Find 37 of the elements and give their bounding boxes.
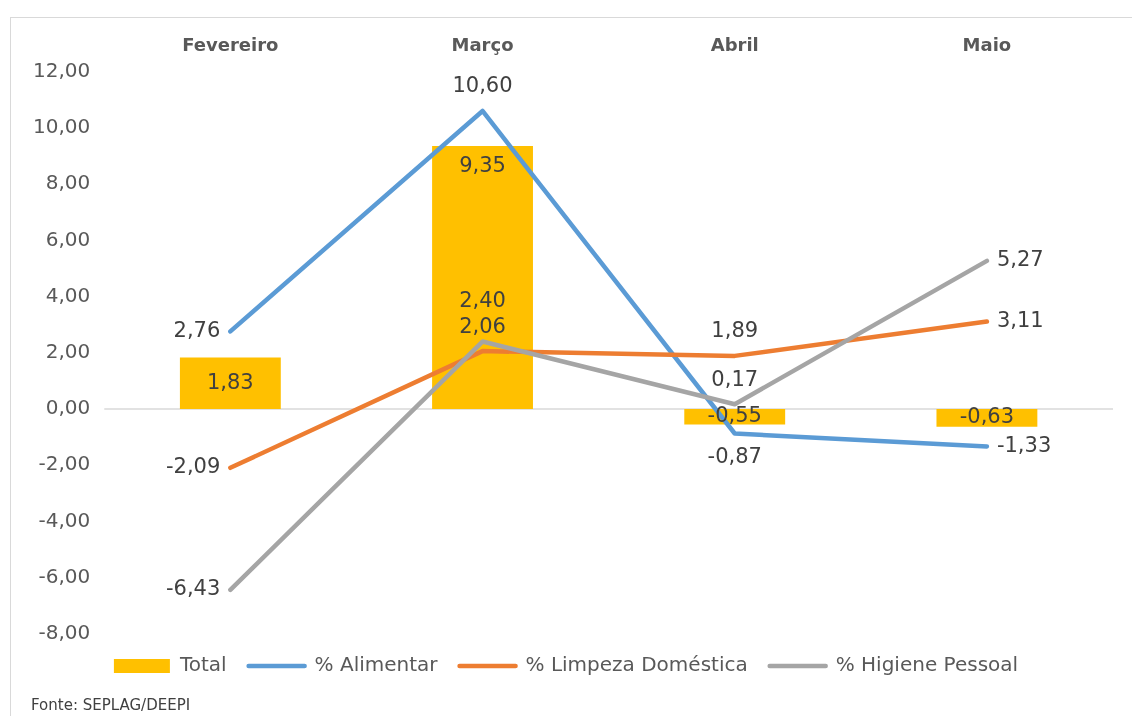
y-tick-label: 2,00 — [45, 339, 91, 363]
y-tick-label: 0,00 — [45, 395, 91, 420]
y-tick-label: 10,00 — [32, 114, 91, 139]
data-label: 10,60 — [452, 73, 513, 98]
source-note: Fonte: SEPLAG/DEEPI — [31, 696, 191, 714]
y-tick-label: -4,00 — [38, 507, 91, 532]
data-label: 2,40 — [459, 288, 506, 313]
data-label: -0,87 — [707, 443, 762, 468]
x-tick-label: Abril — [710, 34, 759, 56]
bar — [432, 146, 533, 410]
y-tick-label: 6,00 — [45, 226, 91, 251]
data-label: -2,09 — [166, 454, 221, 479]
x-tick-label: Fevereiro — [182, 34, 279, 56]
legend-label: Total — [178, 652, 227, 677]
y-tick-label: -2,00 — [38, 451, 91, 476]
x-tick-label: Março — [451, 34, 514, 56]
bar — [179, 357, 281, 410]
data-label: 2,06 — [459, 313, 506, 338]
data-label: 1,89 — [711, 318, 759, 343]
data-label: 3,11 — [996, 308, 1044, 333]
data-label: -1,33 — [996, 432, 1052, 457]
data-label: 2,76 — [173, 317, 221, 342]
y-tick-label: 4,00 — [45, 282, 91, 307]
legend-label: % Alimentar — [314, 652, 439, 677]
legend-label: % Higiene Pessoal — [835, 652, 1019, 677]
data-label: 1,83 — [206, 369, 254, 394]
y-tick-label: -6,00 — [38, 563, 91, 588]
legend-label: % Limpeza Doméstica — [525, 652, 748, 677]
data-label: -0,63 — [959, 404, 1015, 429]
data-label: 9,35 — [459, 152, 506, 177]
y-tick-label: 12,00 — [32, 57, 91, 82]
data-label: 0,17 — [711, 366, 759, 391]
data-label: -6,43 — [166, 576, 221, 601]
data-label: 5,27 — [996, 247, 1044, 272]
y-tick-label: -8,00 — [38, 620, 91, 645]
x-tick-label: Maio — [962, 34, 1012, 56]
y-tick-label: 8,00 — [45, 170, 91, 195]
